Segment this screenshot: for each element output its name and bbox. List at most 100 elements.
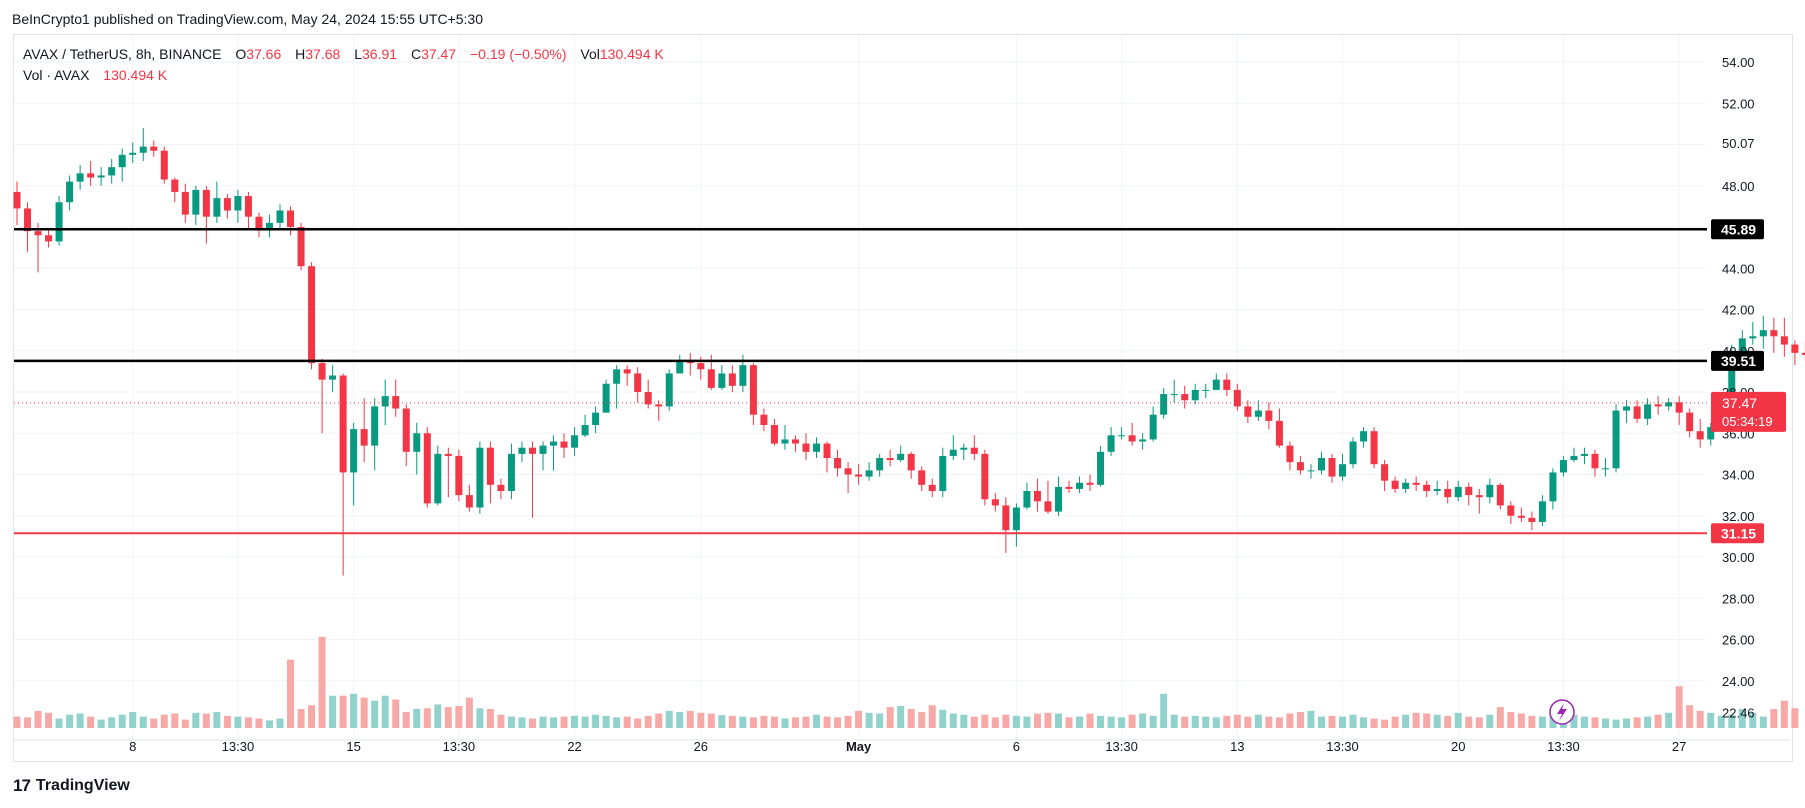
volume-bar — [392, 699, 400, 728]
volume-bar — [1244, 716, 1252, 728]
volume-bar — [1054, 713, 1062, 728]
candle-body — [1360, 431, 1368, 442]
volume-bar — [813, 714, 821, 728]
candle-body — [1086, 482, 1094, 485]
volume-bar — [66, 714, 74, 728]
volume-bar — [97, 719, 105, 728]
candle-body — [1065, 486, 1073, 489]
volume-bar — [287, 659, 295, 728]
price-axis-label: 50.07 — [1722, 136, 1755, 151]
candle-body — [855, 474, 863, 477]
volume-bar — [118, 714, 126, 728]
candle-body — [1465, 486, 1473, 496]
candle-body — [129, 152, 137, 155]
legend-vol-series[interactable]: Vol · AVAX — [23, 67, 90, 83]
candle-body — [1454, 486, 1462, 498]
candle-body — [1528, 517, 1536, 522]
time-axis-label: May — [846, 739, 872, 754]
candle-body — [728, 373, 736, 386]
candle-body — [1591, 453, 1599, 469]
volume-bar — [1317, 716, 1325, 728]
candle-body — [1002, 505, 1010, 531]
legend-close: 37.47 — [421, 46, 457, 62]
candle-body — [213, 198, 221, 217]
volume-bar — [1444, 715, 1452, 728]
candle-body — [1170, 394, 1178, 396]
volume-bar — [1780, 700, 1788, 728]
candle-body — [139, 146, 147, 153]
candle-body — [634, 373, 642, 392]
time-axis-label: 13:30 — [1547, 739, 1580, 754]
volume-bar — [634, 718, 642, 728]
candle-body — [1780, 336, 1788, 345]
volume-bar — [770, 716, 778, 728]
volume-bar — [991, 717, 999, 728]
volume-bar — [360, 697, 368, 728]
volume-bar — [1538, 716, 1546, 728]
candle-body — [1160, 394, 1168, 415]
candle-body — [1623, 406, 1631, 411]
legend-vol: 130.494 K — [599, 46, 664, 62]
volume-bar — [1475, 717, 1483, 728]
legend-change: −0.19 (−0.50%) — [470, 46, 567, 62]
candle-body — [876, 458, 884, 471]
volume-bar — [623, 716, 631, 728]
volume-bar — [602, 715, 610, 728]
candle-body — [1033, 491, 1041, 502]
candle-body — [1339, 464, 1347, 477]
volume-bar — [718, 715, 726, 728]
candle-body — [339, 375, 347, 473]
candle-body — [181, 191, 189, 215]
legend-symbol[interactable]: AVAX / TetherUS, 8h, BINANCE — [23, 46, 222, 62]
level-badge-label: 39.51 — [1721, 353, 1756, 369]
candle-body — [1370, 431, 1378, 465]
candle-body — [1696, 431, 1704, 440]
volume-bar — [613, 717, 621, 728]
volume-bar — [655, 713, 663, 728]
candle-body — [939, 455, 947, 491]
candle-body — [202, 189, 210, 217]
candle-body — [981, 453, 989, 500]
candle-body — [1254, 410, 1262, 417]
volume-bar — [1212, 717, 1220, 728]
volume-bar — [1570, 714, 1578, 728]
volume-bar — [676, 712, 684, 728]
volume-bar — [1402, 714, 1410, 728]
volume-bar — [928, 705, 936, 728]
volume-bar — [907, 709, 915, 728]
candle-body — [1402, 482, 1410, 489]
candle-body — [970, 447, 978, 454]
volume-bar — [728, 715, 736, 728]
legend-vol-series-value: 130.494 K — [103, 67, 168, 83]
volume-bar — [507, 716, 515, 728]
volume-bar — [108, 717, 116, 728]
candle-body — [781, 439, 789, 444]
candle-body — [87, 173, 95, 178]
volume-bar — [1433, 714, 1441, 728]
volume-bar — [1528, 715, 1536, 728]
candle-body — [55, 202, 63, 242]
candle-body — [45, 235, 53, 242]
candle-body — [1759, 330, 1767, 337]
volume-bar — [1633, 717, 1641, 728]
candle-body — [1286, 445, 1294, 463]
time-axis-label: 13:30 — [443, 739, 476, 754]
candle-body — [1391, 480, 1399, 489]
price-axis-label: 52.00 — [1722, 96, 1755, 111]
volume-bar — [1454, 712, 1462, 728]
candle-body — [1149, 414, 1157, 440]
volume-bar — [939, 709, 947, 728]
candle-body — [192, 189, 200, 215]
legend: AVAX / TetherUS, 8h, BINANCE O37.66 H37.… — [23, 44, 664, 86]
candle-body — [739, 365, 747, 386]
tradingview-footer[interactable]: 17 TradingView — [13, 776, 130, 796]
candle-body — [255, 216, 263, 230]
candle-body — [918, 470, 926, 485]
chart-frame[interactable] — [13, 34, 1793, 762]
volume-bar — [444, 707, 452, 728]
candle-body — [1139, 439, 1147, 442]
volume-bar — [308, 705, 316, 728]
candle-body — [1675, 402, 1683, 413]
volume-bar — [139, 716, 147, 728]
